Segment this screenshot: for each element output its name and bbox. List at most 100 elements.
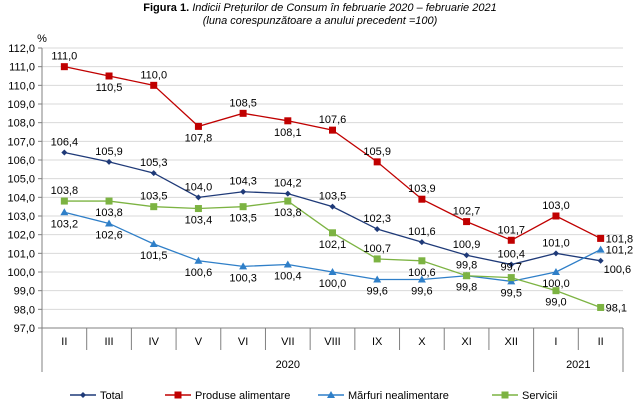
data-label-produse-alimentare: 103,0 bbox=[542, 200, 570, 212]
x-tick-label: IV bbox=[149, 336, 160, 348]
data-point-total bbox=[195, 194, 202, 201]
data-label-total: 104,3 bbox=[229, 176, 257, 188]
y-tick-label: 106,0 bbox=[7, 155, 35, 167]
y-tick-label: 100,0 bbox=[7, 267, 35, 279]
data-label-total: 100,9 bbox=[453, 239, 481, 251]
data-point-servicii bbox=[418, 257, 426, 265]
data-point-produse-alimentare bbox=[150, 81, 158, 89]
grid-lines bbox=[42, 47, 623, 310]
legend-marker-produse-alimentare bbox=[174, 391, 182, 399]
data-point-produse-alimentare bbox=[60, 63, 68, 71]
legend-item-m-rfuri-nealimentare: Mărfuri nealimentare bbox=[318, 390, 449, 402]
data-label-produse-alimentare: 101,7 bbox=[498, 224, 526, 236]
data-label-total: 104,0 bbox=[185, 181, 213, 193]
data-label-m-rfuri-nealimentare: 99,5 bbox=[501, 287, 522, 299]
data-point-m-rfuri-nealimentare bbox=[60, 208, 69, 216]
legend-item-total: Total bbox=[70, 390, 123, 402]
data-label-servicii: 100,7 bbox=[363, 243, 391, 255]
data-label-m-rfuri-nealimentare: 101,5 bbox=[140, 250, 168, 262]
data-point-produse-alimentare bbox=[329, 126, 336, 134]
data-point-m-rfuri-nealimentare bbox=[149, 240, 158, 247]
data-label-total: 102,3 bbox=[363, 213, 391, 225]
data-point-produse-alimentare bbox=[597, 234, 605, 242]
data-label-m-rfuri-nealimentare: 99,6 bbox=[411, 285, 432, 297]
data-label-servicii: 103,4 bbox=[185, 215, 213, 227]
data-point-total bbox=[106, 158, 113, 165]
chart-title: Figura 1. Indicii Prețurilor de Consum î… bbox=[0, 2, 640, 15]
y-tick-label: 109,0 bbox=[7, 99, 35, 111]
chart-title-prefix: Figura 1. bbox=[143, 2, 190, 14]
chart-title-block: Figura 1. Indicii Prețurilor de Consum î… bbox=[0, 2, 640, 28]
data-label-produse-alimentare: 110,5 bbox=[96, 82, 123, 94]
data-point-servicii bbox=[552, 287, 560, 295]
data-point-servicii bbox=[463, 272, 471, 280]
data-label-servicii: 102,1 bbox=[319, 239, 347, 251]
y-tick-label: 103,0 bbox=[7, 211, 35, 223]
data-label-m-rfuri-nealimentare: 101,2 bbox=[606, 245, 634, 257]
data-point-servicii bbox=[60, 197, 68, 205]
data-point-produse-alimentare bbox=[552, 212, 560, 220]
data-label-total: 100,4 bbox=[498, 249, 526, 261]
data-label-servicii: 103,8 bbox=[95, 207, 123, 219]
data-label-servicii: 99,0 bbox=[545, 297, 566, 309]
data-label-servicii: 103,8 bbox=[274, 207, 302, 219]
data-label-total: 101,0 bbox=[542, 237, 570, 249]
y-tick-label: 104,0 bbox=[7, 192, 35, 204]
series-line-produse-alimentare bbox=[64, 66, 601, 241]
legend-marker-servicii bbox=[501, 391, 509, 399]
data-point-m-rfuri-nealimentare bbox=[194, 256, 203, 264]
data-point-produse-alimentare bbox=[194, 122, 202, 130]
data-label-m-rfuri-nealimentare: 99,6 bbox=[366, 285, 387, 297]
x-tick-label: VIII bbox=[324, 336, 341, 348]
data-label-servicii: 99,7 bbox=[501, 262, 522, 274]
legend-item-produse-alimentare: Produse alimentare bbox=[165, 390, 290, 402]
legend-label-total: Total bbox=[100, 390, 123, 402]
data-point-produse-alimentare bbox=[373, 158, 381, 166]
data-point-total bbox=[284, 190, 291, 197]
data-label-produse-alimentare: 101,8 bbox=[606, 233, 634, 245]
data-label-produse-alimentare: 102,7 bbox=[453, 206, 481, 218]
data-label-total: 104,2 bbox=[274, 178, 302, 190]
data-point-produse-alimentare bbox=[418, 195, 426, 203]
legend-label-servicii: Servicii bbox=[522, 390, 557, 402]
data-point-m-rfuri-nealimentare bbox=[417, 275, 426, 283]
x-tick-label: III bbox=[104, 336, 113, 348]
y-tick-label: 101,0 bbox=[7, 248, 35, 260]
data-label-m-rfuri-nealimentare: 103,2 bbox=[51, 218, 79, 230]
data-label-servicii: 103,5 bbox=[229, 213, 257, 225]
data-point-m-rfuri-nealimentare bbox=[239, 262, 248, 270]
data-point-total bbox=[508, 261, 515, 268]
y-tick-label: 98,0 bbox=[14, 304, 35, 316]
data-point-produse-alimentare bbox=[239, 109, 247, 117]
data-point-total bbox=[463, 252, 470, 259]
data-point-m-rfuri-nealimentare bbox=[596, 245, 605, 253]
series-lines bbox=[60, 63, 605, 311]
data-label-produse-alimentare: 108,5 bbox=[229, 97, 257, 109]
y-tick-label: 108,0 bbox=[7, 118, 35, 130]
data-label-m-rfuri-nealimentare: 99,8 bbox=[456, 282, 477, 294]
data-point-servicii bbox=[105, 197, 113, 205]
data-point-servicii bbox=[597, 303, 605, 311]
data-point-total bbox=[552, 250, 559, 257]
x-tick-label: VII bbox=[281, 336, 294, 348]
data-label-produse-alimentare: 103,9 bbox=[408, 183, 436, 195]
chart-title-text: Indicii Prețurilor de Consum în februari… bbox=[192, 2, 497, 14]
y-tick-label: 97,0 bbox=[14, 323, 35, 335]
data-point-total bbox=[374, 226, 381, 233]
data-label-total: 100,6 bbox=[604, 264, 632, 276]
legend-label-m-rfuri-nealimentare: Mărfuri nealimentare bbox=[348, 390, 449, 402]
data-point-m-rfuri-nealimentare bbox=[105, 219, 114, 227]
data-labels: 106,4 105,9 105,3 104,0 104,3 104,2 103,5 102,3… bbox=[51, 51, 634, 315]
data-label-servicii: 103,8 bbox=[51, 185, 79, 197]
legend: Total Produse alimentare Mărfuri nealiment… bbox=[70, 390, 557, 402]
data-label-servicii: 99,8 bbox=[456, 260, 477, 272]
x-tick-label: II bbox=[61, 336, 67, 348]
legend-marker-m-rfuri-nealimentare bbox=[327, 391, 335, 398]
data-label-m-rfuri-nealimentare: 100,3 bbox=[229, 272, 257, 284]
data-point-produse-alimentare bbox=[507, 236, 515, 244]
data-point-produse-alimentare bbox=[463, 218, 471, 226]
data-point-total bbox=[150, 170, 157, 177]
data-label-produse-alimentare: 105,9 bbox=[363, 146, 391, 158]
data-point-produse-alimentare bbox=[105, 72, 113, 80]
data-label-m-rfuri-nealimentare: 100,0 bbox=[319, 278, 347, 290]
